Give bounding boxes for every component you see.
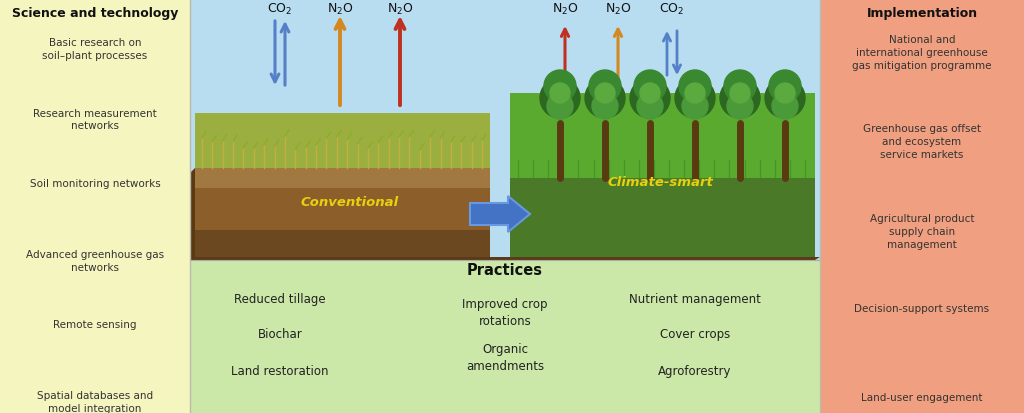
Text: National and
international greenhouse
gas mitigation programme: National and international greenhouse ga… [852, 35, 992, 71]
Text: Cover crops: Cover crops [659, 328, 730, 341]
Circle shape [685, 83, 705, 103]
Text: Land restoration: Land restoration [231, 365, 329, 378]
Circle shape [675, 78, 715, 118]
Circle shape [765, 78, 805, 118]
Circle shape [679, 70, 711, 102]
Text: Research measurement
networks: Research measurement networks [33, 109, 157, 131]
Text: N$_2$O: N$_2$O [605, 2, 631, 17]
Text: Basic research on
soil–plant processes: Basic research on soil–plant processes [42, 38, 147, 61]
Circle shape [772, 93, 798, 119]
Text: Soil monitoring networks: Soil monitoring networks [30, 179, 161, 189]
Circle shape [550, 83, 570, 103]
Text: Greenhouse gas offset
and ecosystem
service markets: Greenhouse gas offset and ecosystem serv… [863, 124, 981, 160]
Circle shape [589, 70, 621, 102]
Circle shape [775, 83, 795, 103]
Text: CO$_2$: CO$_2$ [659, 2, 685, 17]
Bar [510, 93, 815, 178]
Bar [195, 113, 490, 168]
Circle shape [547, 93, 573, 119]
Circle shape [640, 83, 660, 103]
Bar [195, 188, 490, 260]
Text: N$_2$O: N$_2$O [387, 2, 414, 17]
Text: Decision-support systems: Decision-support systems [854, 304, 989, 313]
Bar [510, 178, 815, 260]
Circle shape [637, 93, 663, 119]
Circle shape [769, 70, 801, 102]
Bar [190, 0, 820, 260]
Circle shape [634, 70, 666, 102]
Circle shape [595, 83, 615, 103]
Text: Biochar: Biochar [258, 328, 302, 341]
Polygon shape [190, 257, 820, 260]
Circle shape [724, 70, 756, 102]
Text: Nutrient management: Nutrient management [629, 293, 761, 306]
Bar [195, 230, 490, 260]
Text: Agricultural product
supply chain
management: Agricultural product supply chain manage… [869, 214, 974, 249]
FancyArrow shape [470, 196, 530, 232]
Text: Reduced tillage: Reduced tillage [234, 293, 326, 306]
Text: Implementation: Implementation [866, 7, 978, 20]
Text: CO$_2$: CO$_2$ [267, 2, 293, 17]
Circle shape [682, 93, 708, 119]
Circle shape [592, 93, 618, 119]
Circle shape [540, 78, 580, 118]
Text: N$_2$O: N$_2$O [552, 2, 579, 17]
Text: Advanced greenhouse gas
networks: Advanced greenhouse gas networks [26, 250, 164, 273]
Text: Improved crop
rotations: Improved crop rotations [462, 298, 548, 328]
Circle shape [720, 78, 760, 118]
Bar [0, 0, 190, 413]
Circle shape [730, 83, 750, 103]
Bar [190, 260, 820, 413]
Text: Spatial databases and
model integration: Spatial databases and model integration [37, 391, 153, 413]
Text: Organic
amendments: Organic amendments [466, 343, 544, 373]
Text: Practices: Practices [467, 263, 543, 278]
Text: Climate-smart: Climate-smart [607, 176, 713, 190]
Text: Conventional: Conventional [301, 197, 399, 209]
Text: Remote sensing: Remote sensing [53, 320, 137, 330]
Text: N$_2$O: N$_2$O [327, 2, 353, 17]
Text: Science and technology: Science and technology [12, 7, 178, 20]
Bar [820, 0, 1024, 413]
Circle shape [544, 70, 575, 102]
Text: Agroforestry: Agroforestry [658, 365, 732, 378]
Bar [195, 168, 490, 188]
Circle shape [727, 93, 753, 119]
Text: Land-user engagement: Land-user engagement [861, 393, 983, 403]
Polygon shape [190, 168, 195, 260]
Circle shape [585, 78, 625, 118]
Circle shape [630, 78, 670, 118]
